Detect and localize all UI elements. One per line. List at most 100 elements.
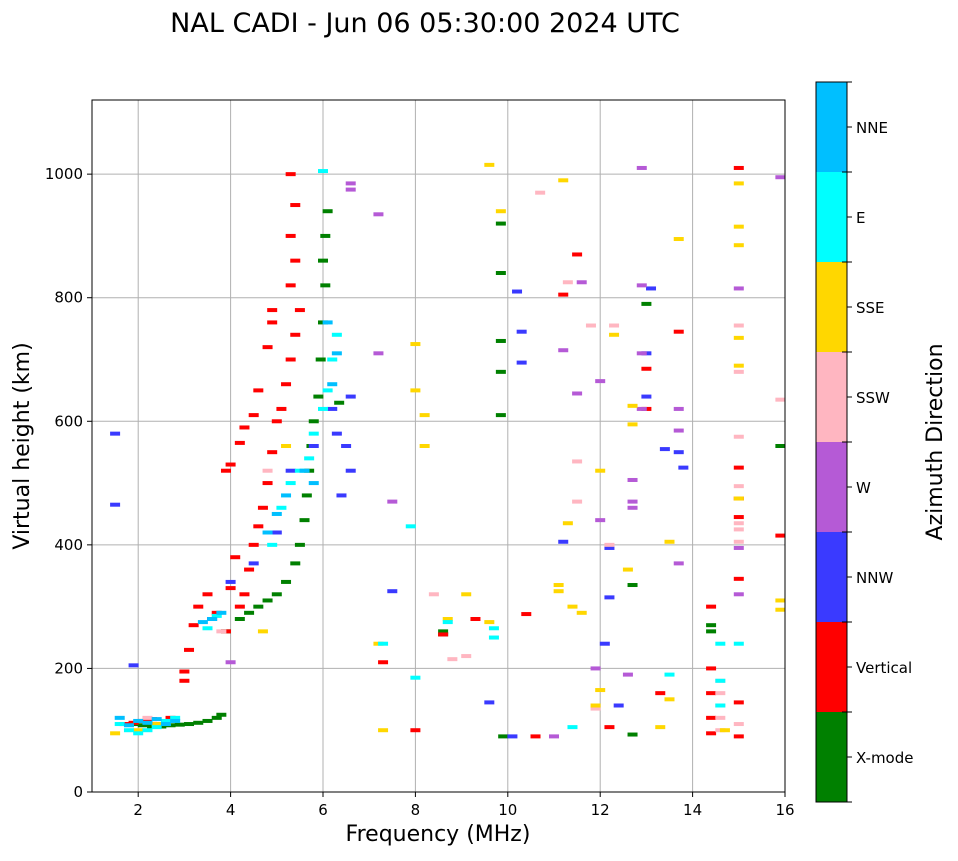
data-point-nnw [336, 493, 347, 498]
data-point-nnw [604, 545, 615, 550]
data-point-nnw [128, 663, 139, 668]
data-point-e [567, 725, 578, 730]
colorbar-tick-label-sse: SSE [856, 299, 885, 317]
data-point-e [211, 613, 222, 618]
data-point-vertical [276, 406, 287, 411]
data-point-sse [733, 243, 744, 248]
data-point-e [304, 456, 315, 461]
data-point-e [733, 641, 744, 646]
x-tick-label: 6 [318, 801, 328, 819]
data-point-vertical [257, 505, 268, 510]
data-point-nnw [387, 589, 398, 594]
data-point-vertical [733, 734, 744, 739]
data-point-e [378, 641, 389, 646]
data-point-vertical [248, 542, 259, 547]
data-point-x-mode [299, 518, 310, 523]
data-point-vertical [290, 258, 301, 263]
data-point-e [715, 641, 726, 646]
y-tick-label: 1000 [45, 165, 83, 183]
data-point-x-mode [627, 583, 638, 588]
data-point-w [673, 428, 684, 433]
data-point-x-mode [281, 579, 292, 584]
data-point-vertical [572, 252, 583, 257]
data-point-w [733, 592, 744, 597]
data-point-vertical [558, 292, 569, 297]
data-point-x-mode [253, 604, 264, 609]
data-point-ssw [715, 691, 726, 696]
data-point-nnw [673, 450, 684, 455]
data-point-ssw [572, 459, 583, 464]
data-point-vertical [234, 440, 245, 445]
data-point-vertical [521, 612, 532, 617]
data-point-sse [110, 731, 121, 736]
data-point-x-mode [174, 722, 185, 727]
data-point-vertical [655, 691, 666, 696]
data-point-vertical [271, 419, 282, 424]
data-point-sse [775, 598, 786, 603]
data-point-w [627, 499, 638, 504]
data-point-w [225, 660, 236, 665]
data-point-x-mode [627, 732, 638, 737]
data-point-x-mode [315, 357, 326, 362]
data-point-nnw [285, 468, 296, 473]
colorbar-segment-x-mode [816, 712, 847, 802]
data-point-x-mode [320, 283, 331, 288]
colorbar-tick-label-ssw: SSW [856, 389, 890, 407]
data-point-e [133, 731, 144, 736]
data-point-ssw [733, 521, 744, 526]
data-point-ssw [262, 468, 273, 473]
data-point-nne [262, 530, 273, 535]
data-point-sse [558, 178, 569, 183]
data-point-sse [719, 728, 730, 733]
colorbar-segment-sse [816, 262, 847, 352]
data-point-nne [170, 718, 181, 723]
colorbar-tick-label-e: E [856, 209, 865, 227]
data-point-e [160, 718, 171, 723]
data-point-vertical [706, 604, 717, 609]
data-point-vertical [733, 576, 744, 581]
data-point-vertical [225, 586, 236, 591]
data-point-ssw [142, 715, 153, 720]
data-point-vertical [262, 345, 273, 350]
y-tick-label: 200 [54, 659, 83, 677]
data-point-w [558, 348, 569, 353]
x-tick-label: 8 [411, 801, 421, 819]
data-point-x-mode [495, 413, 506, 418]
x-tick-label: 14 [683, 801, 702, 819]
colorbar-segment-nne [816, 82, 847, 172]
colorbar-frame [815, 81, 848, 803]
data-point-nne [151, 717, 162, 722]
data-point-w [576, 280, 587, 285]
data-point-x-mode [495, 338, 506, 343]
data-point-w [345, 181, 356, 186]
data-point-ssw [733, 369, 744, 374]
data-point-w [636, 351, 647, 356]
data-point-sse [562, 521, 573, 526]
data-point-sse [733, 335, 744, 340]
x-tick-label: 12 [591, 801, 610, 819]
data-point-nnw [599, 641, 610, 646]
data-point-nne [308, 481, 319, 486]
data-point-ssw [216, 629, 227, 634]
data-point-vertical [285, 357, 296, 362]
data-point-w [733, 286, 744, 291]
data-point-x-mode [184, 722, 195, 727]
data-point-vertical [179, 669, 190, 674]
data-point-e [318, 406, 328, 411]
data-point-nne [271, 511, 282, 516]
data-point-sse [495, 209, 506, 214]
data-point-ssw [572, 499, 583, 504]
data-point-e [285, 481, 296, 486]
data-point-vertical [285, 233, 296, 238]
data-point-vertical [706, 666, 717, 671]
data-point-sse [410, 388, 421, 393]
data-point-w [622, 672, 633, 677]
data-point-sse [775, 607, 786, 612]
data-point-vertical [253, 524, 264, 529]
data-point-vertical [285, 283, 296, 288]
x-tick-label: 16 [775, 801, 794, 819]
data-point-sse [576, 610, 587, 615]
data-point-sse [461, 592, 472, 597]
data-point-vertical [188, 623, 199, 628]
data-point-nnw [248, 561, 259, 566]
